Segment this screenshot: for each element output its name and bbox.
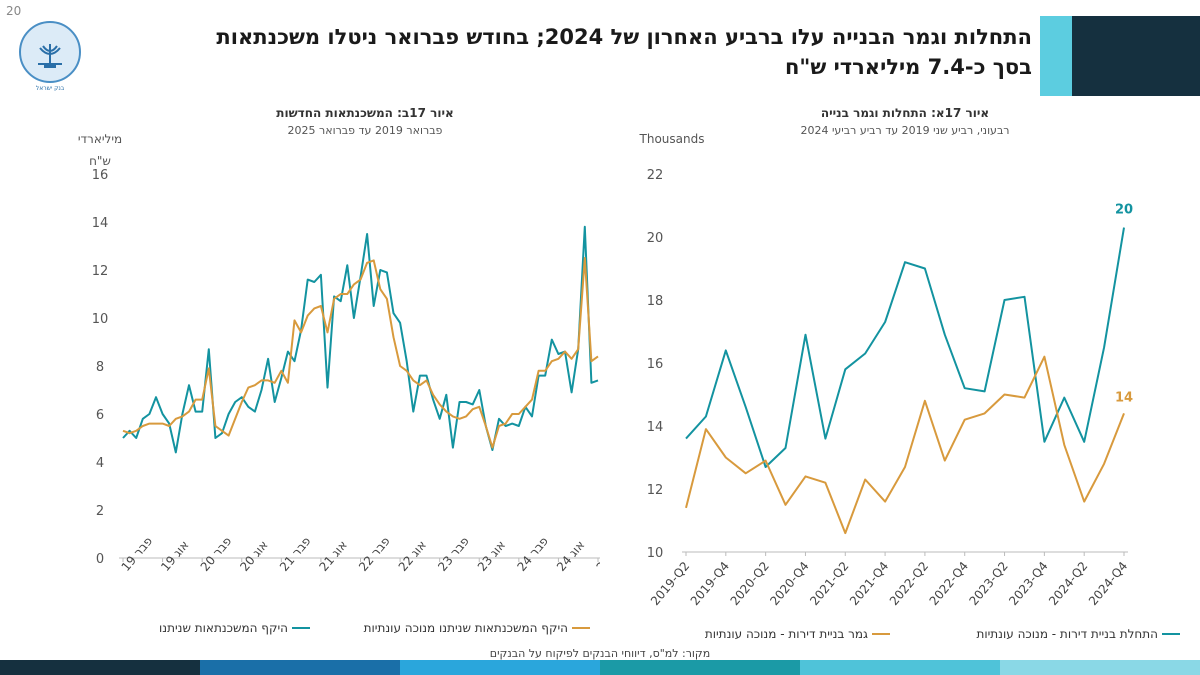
slide-number: 20: [6, 4, 22, 18]
x-tick-label: פבר 20: [198, 534, 235, 574]
y-tick-label: 10: [92, 312, 109, 327]
footer-bar-segment: [600, 660, 800, 675]
x-tick-label: 2019-Q4: [688, 559, 732, 608]
x-tick-label: 2020-Q2: [728, 559, 772, 608]
footer-color-bar: [0, 660, 1200, 675]
y-tick-label: 20: [647, 231, 664, 246]
x-tick-label: אוג 21: [316, 538, 349, 574]
x-tick-label: אוג 20: [237, 538, 270, 574]
chart-right-subtitle: רבעוני, רביע שני 2019 עד רביע רביעי 2024: [800, 124, 1010, 137]
footer-bar-segment: [200, 660, 400, 675]
y-tick-label: 12: [92, 264, 109, 279]
legend-label: גמר בניית דירות - מנוכה עונתיות: [705, 627, 868, 641]
legend-label: היקף המשכנתאות שניתנו: [159, 621, 288, 635]
x-tick-label: 2021-Q2: [807, 559, 851, 608]
source-note: מקור: למ"ס, דיווחי הבנקים לפיקוח על הבנק…: [489, 647, 711, 660]
y-tick-label: 14: [92, 216, 109, 231]
y-tick-label: 6: [96, 408, 104, 423]
x-tick-label: אוג 22: [396, 538, 429, 574]
y-tick-label: 16: [647, 357, 664, 372]
x-tick-label: אוג 23: [475, 538, 508, 574]
chart-left-subtitle: פברואר 2019 עד פברואר 2025: [287, 124, 443, 137]
footer-bar-segment: [1000, 660, 1200, 675]
chart-right-title: איור 17א: התחלות וגמר בנייה: [820, 106, 990, 120]
x-tick-label: אוג 24: [554, 538, 587, 574]
slide-title: התחלות וגמר הבנייה עלו ברביע האחרון של 2…: [212, 22, 1032, 82]
legend-label: היקף המשכנתאות שניתנו מנוכה עונתיות: [364, 621, 568, 635]
title-line-1: התחלות וגמר הבנייה עלו ברביע האחרון של 2…: [216, 25, 1032, 49]
x-tick-label: 2022-Q4: [927, 559, 971, 608]
y-tick-label: 12: [647, 483, 664, 498]
series-line-0: [685, 227, 1125, 468]
x-tick-label: 2023-Q2: [966, 559, 1010, 608]
construction-chart: Thousands101214161820222019-Q22019-Q4202…: [639, 132, 1180, 641]
x-tick-label: 2021-Q4: [847, 559, 891, 608]
x-tick-label: פבר 24: [514, 534, 551, 574]
y-tick-label: 10: [647, 546, 664, 561]
title-line-2: בסך כ-7.4 מיליארדי ש"ח: [785, 55, 1032, 79]
chart-left-title: איור 17ב: המשכנתאות החדשות: [276, 106, 454, 120]
y-tick-label: 18: [647, 294, 664, 309]
x-tick-label: פבר 19: [119, 534, 156, 574]
bank-logo: בנק ישראל: [19, 21, 81, 92]
title-accent-dark: [1072, 16, 1200, 96]
x-tick-label: אוג 19: [158, 538, 191, 574]
y-tick-label: 22: [647, 168, 664, 183]
x-tick-label: פבר 23: [435, 534, 472, 574]
end-value-label: 14: [1115, 390, 1133, 405]
footer-bar-segment: [0, 660, 200, 675]
x-tick-label: 2023-Q4: [1006, 559, 1050, 608]
footer-bar-segment: [400, 660, 600, 675]
footer-bar-segment: [800, 660, 1000, 675]
series-line-0: [122, 225, 599, 454]
y-axis-label: ש"ח: [89, 154, 111, 168]
x-tick-label: 2024-Q4: [1086, 559, 1130, 608]
y-tick-label: 2: [96, 504, 104, 519]
x-tick-label: 2020-Q4: [767, 559, 811, 608]
y-tick-label: 0: [96, 552, 104, 567]
x-tick-label: 2019-Q2: [648, 559, 692, 608]
y-tick-label: 4: [96, 456, 104, 471]
x-tick-label: פבר 21: [277, 534, 314, 574]
x-tick-label: פבר 22: [356, 534, 393, 574]
svg-text:בנק ישראל: בנק ישראל: [36, 85, 65, 92]
legend-label: התחלת בניית דירות - מנוכה עונתיות: [976, 627, 1158, 641]
x-tick-label: 2022-Q2: [887, 559, 931, 608]
end-value-label: 20: [1115, 203, 1133, 218]
y-axis-label: מיליארדי: [78, 132, 122, 146]
title-accent-light: [1040, 16, 1072, 96]
y-axis-label: Thousands: [639, 132, 705, 146]
y-tick-label: 8: [96, 360, 104, 375]
y-tick-label: 14: [647, 420, 664, 435]
series-line-1: [122, 257, 599, 449]
x-tick-label: 2024-Q2: [1046, 559, 1090, 608]
series-line-1: [685, 355, 1125, 535]
y-tick-label: 16: [92, 168, 109, 183]
